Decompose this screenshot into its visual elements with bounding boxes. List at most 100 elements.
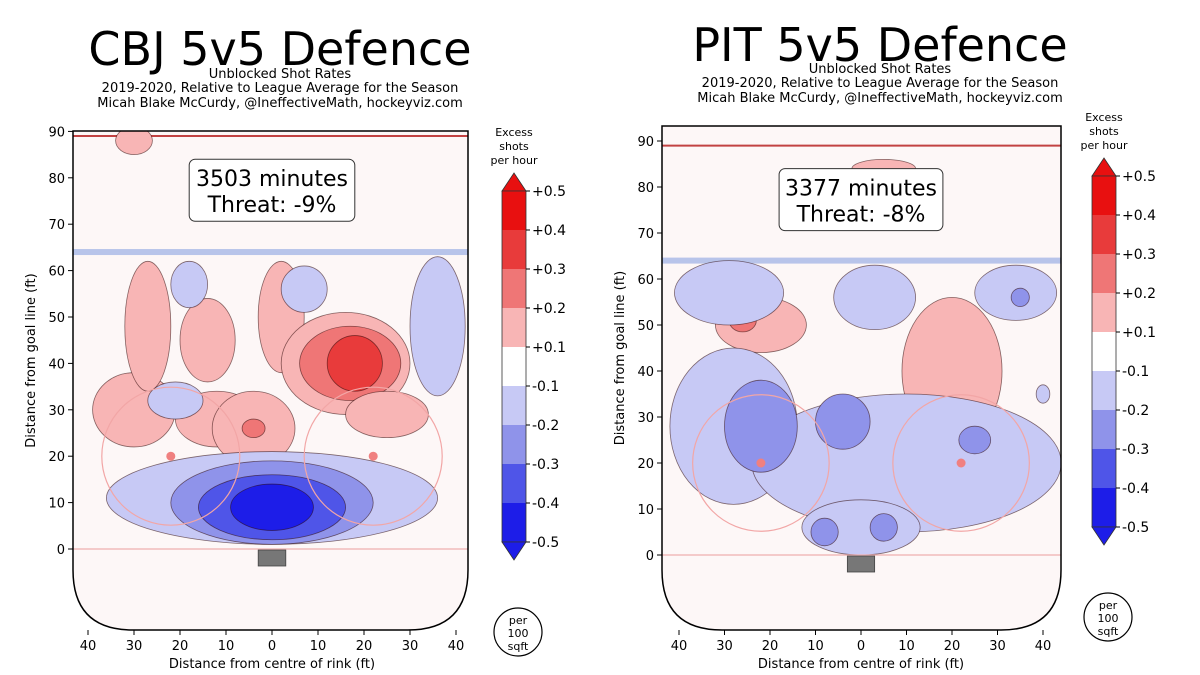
colorbar-segment: [1092, 176, 1116, 215]
y-tick-label: 90: [637, 135, 654, 150]
colorbar-title: Excess: [1085, 111, 1123, 124]
y-tick-label: 90: [48, 125, 65, 140]
x-tick-label: 40: [80, 639, 97, 654]
colorbar-segment: [1092, 254, 1116, 293]
colorbar-tick-label: +0.2: [1122, 286, 1156, 302]
season-line: 2019-2020, Relative to League Average fo…: [101, 81, 459, 96]
minutes-label: 3503 minutes: [196, 167, 348, 192]
unit-badge: [493, 607, 543, 657]
x-tick-label: 20: [944, 639, 961, 654]
faceoff-circle: [101, 386, 241, 526]
y-axis-label: Distance from goal line (ft): [613, 271, 628, 445]
y-axis-label: Distance from goal line (ft): [24, 273, 39, 447]
colorbar-segment: [502, 386, 526, 425]
x-tick-label: 30: [402, 639, 419, 654]
colorbar-max-arrow: [501, 172, 527, 192]
x-tick-label: 10: [218, 639, 235, 654]
x-tick-label: 30: [126, 639, 143, 654]
y-tick-label: 0: [57, 543, 65, 558]
contour-blob-10: [326, 335, 383, 392]
x-axis-label: Distance from centre of rink (ft): [169, 657, 375, 672]
y-tick-label: 80: [48, 172, 65, 187]
x-tick-label: 20: [356, 639, 373, 654]
credit-line: Micah Blake McCurdy, @IneffectiveMath, h…: [697, 91, 1063, 106]
x-tick-label: 10: [310, 639, 327, 654]
contour-blob-14: [147, 381, 204, 420]
y-tick-label: 10: [48, 497, 65, 512]
colorbar-tick-label: -0.3: [532, 457, 559, 473]
colorbar-segment: [1092, 488, 1116, 527]
faceoff-circle: [892, 394, 1030, 532]
threat-label: Threat: -8%: [796, 203, 926, 228]
colorbar-tick-label: -0.1: [532, 379, 559, 395]
y-tick-label: 80: [637, 181, 654, 196]
contour-blob-14: [869, 513, 898, 542]
blue-line: [662, 257, 1061, 264]
x-tick-label: 0: [268, 639, 276, 654]
colorbar-segment: [502, 464, 526, 503]
cbj-panel: CBJ 5v5 Defence Unblocked Shot Rates 201…: [24, 22, 566, 672]
colorbar-tick-label: +0.3: [1122, 247, 1156, 263]
contour-blob-15: [409, 256, 466, 397]
blue-line: [73, 249, 468, 256]
rink-boards: [72, 130, 469, 631]
contour-blob-5: [833, 264, 916, 330]
minutes-label: 3377 minutes: [785, 177, 937, 202]
heatmap-layer: [73, 131, 468, 550]
y-tick-label: 60: [48, 265, 65, 280]
colorbar-title: Excess: [495, 126, 533, 139]
chart-title: CBJ 5v5 Defence: [88, 22, 472, 76]
contour-blob-13: [280, 265, 328, 313]
colorbar-segment: [502, 503, 526, 542]
y-tick-label: 30: [637, 411, 654, 426]
unit-label: sqft: [1098, 625, 1119, 638]
colorbar-segment: [1092, 371, 1116, 410]
colorbar-tick-label: -0.5: [1122, 520, 1149, 536]
credit-line: Micah Blake McCurdy, @IneffectiveMath, h…: [97, 96, 463, 111]
faceoff-dot: [756, 458, 766, 468]
y-tick-label: 70: [637, 227, 654, 242]
unit-label: 100: [1098, 612, 1119, 625]
goal-net: [846, 555, 876, 573]
contour-blob-0: [115, 131, 153, 156]
colorbar-title: per hour: [491, 154, 538, 167]
unit-badge: [1083, 592, 1133, 642]
x-axis-label: Distance from centre of rink (ft): [758, 657, 964, 672]
colorbar-segment: [502, 269, 526, 308]
rink-boards: [661, 125, 1062, 631]
x-tick-label: 20: [172, 639, 189, 654]
unit-label: 100: [508, 627, 529, 640]
faceoff-dot: [956, 458, 966, 468]
y-tick-label: 10: [637, 503, 654, 518]
contour-blob-13: [810, 517, 839, 547]
contour-blob-12: [958, 425, 992, 455]
contour-blob-2: [124, 260, 172, 392]
y-tick-label: 30: [48, 404, 65, 419]
colorbar-tick-label: -0.3: [1122, 442, 1149, 458]
colorbar-segment: [502, 347, 526, 386]
faceoff-circle: [303, 386, 443, 526]
chart-subtitle: Unblocked Shot Rates: [808, 62, 952, 77]
colorbar-segment: [502, 191, 526, 230]
pit-panel: PIT 5v5 Defence Unblocked Shot Rates 201…: [600, 0, 1200, 675]
faceoff-circle: [692, 394, 830, 532]
summary-box: [188, 158, 356, 222]
colorbar-tick-label: +0.5: [532, 184, 566, 200]
contour-blob-11: [345, 390, 429, 439]
x-tick-label: 40: [448, 639, 465, 654]
colorbar-tick-label: +0.4: [1122, 208, 1156, 224]
colorbar-segment: [1092, 410, 1116, 449]
colorbar-segment: [1092, 449, 1116, 488]
colorbar-tick-label: +0.1: [1122, 325, 1156, 341]
colorbar-tick-label: +0.3: [532, 262, 566, 278]
unit-label: per: [1099, 599, 1118, 612]
x-tick-label: 20: [762, 639, 779, 654]
chart-subtitle: Unblocked Shot Rates: [208, 67, 352, 82]
contour-blob-3: [179, 298, 236, 383]
colorbar-segment: [1092, 293, 1116, 332]
colorbar-tick-label: -0.5: [532, 535, 559, 551]
colorbar-tick-label: -0.2: [1122, 403, 1149, 419]
colorbar-max-arrow: [1091, 157, 1117, 177]
heatmap-layer: [662, 144, 1061, 556]
contour-blob-11: [815, 393, 871, 450]
